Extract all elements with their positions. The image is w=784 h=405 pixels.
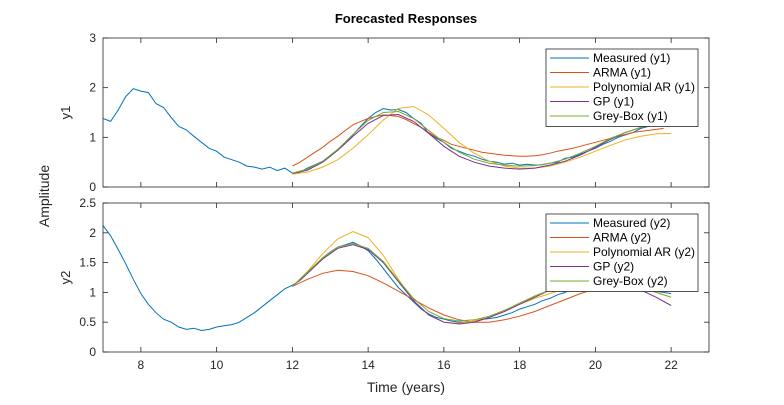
- panel-2-y-tick-label: 2.5: [79, 196, 96, 210]
- chart-title: Forecasted Responses: [335, 11, 477, 26]
- panel-2-y-tick-label: 1: [89, 285, 96, 299]
- panel-1-axes-box: [102, 37, 710, 188]
- panel-1: 0 1 2 3 y1 Measured (y1)ARMA (y1)Polynomial A…: [58, 31, 710, 194]
- x-axis-label: Time (years): [367, 379, 445, 395]
- panel-1-y-tick-label: 2: [89, 81, 96, 95]
- panel-1-series-line-3: [292, 105, 672, 175]
- panel-1-series-line-1: [103, 88, 672, 174]
- panel-2-legend-label-2: ARMA (y2): [593, 231, 651, 245]
- x-tick-label: 14: [361, 358, 375, 372]
- panel-2-y-tick-label: 0.5: [79, 315, 96, 329]
- x-tick-label: 18: [513, 358, 527, 372]
- panel-1-legend-box: [545, 48, 699, 127]
- panel-1-y-tick-label: 3: [89, 31, 96, 45]
- panel-2-legend-label-5: Grey-Box (y2): [593, 274, 668, 288]
- panel-1-legend[interactable]: Measured (y1)ARMA (y1)Polynomial AR (y1)…: [545, 48, 699, 127]
- panel-1-series-line-2: [292, 114, 664, 167]
- panel-2-ylabel: y2: [58, 271, 73, 285]
- panel-1-legend-label-2: ARMA (y1): [593, 66, 651, 80]
- panel-1-ylabel: y1: [58, 106, 73, 120]
- panel-1-series-line-5: [292, 110, 672, 174]
- panel-2-legend-label-1: Measured (y2): [593, 216, 670, 230]
- panel-2-legend-box: [545, 213, 699, 292]
- x-tick-label: 16: [437, 358, 451, 372]
- panel-1-y-tick-label: 0: [89, 180, 96, 194]
- x-tick-label: 20: [589, 358, 603, 372]
- x-tick-label: 22: [664, 358, 678, 372]
- y-axis-label: Amplitude: [36, 165, 52, 227]
- panel-2-legend-label-4: GP (y2): [593, 260, 634, 274]
- panel-1-series-line-4: [292, 113, 672, 175]
- panel-1-legend-label-3: Polynomial AR (y1): [593, 80, 695, 94]
- panel-2-legend-label-3: Polynomial AR (y2): [593, 245, 695, 259]
- x-tick-label: 10: [210, 358, 224, 372]
- panel-1-y-tick-label: 1: [89, 130, 96, 144]
- x-tick-label: 8: [138, 358, 145, 372]
- x-tick-label: 12: [286, 358, 300, 372]
- panel-1-legend-label-1: Measured (y1): [593, 51, 670, 65]
- panel-2-y-tick-label: 0: [89, 345, 96, 359]
- panel-2: 8 10 12 14 16 18 20 22 0 0.5 1 1.5 2 2.5 y2 Measured (y…: [58, 196, 710, 372]
- panel-2-legend[interactable]: Measured (y2)ARMA (y2)Polynomial AR (y2)…: [545, 213, 699, 292]
- panel-1-legend-label-5: Grey-Box (y1): [593, 109, 668, 123]
- panel-2-y-tick-label: 2: [89, 226, 96, 240]
- panel-2-y-tick-label: 1.5: [79, 256, 96, 270]
- panel-2-axes-box: [102, 202, 710, 353]
- panel-1-legend-label-4: GP (y1): [593, 95, 634, 109]
